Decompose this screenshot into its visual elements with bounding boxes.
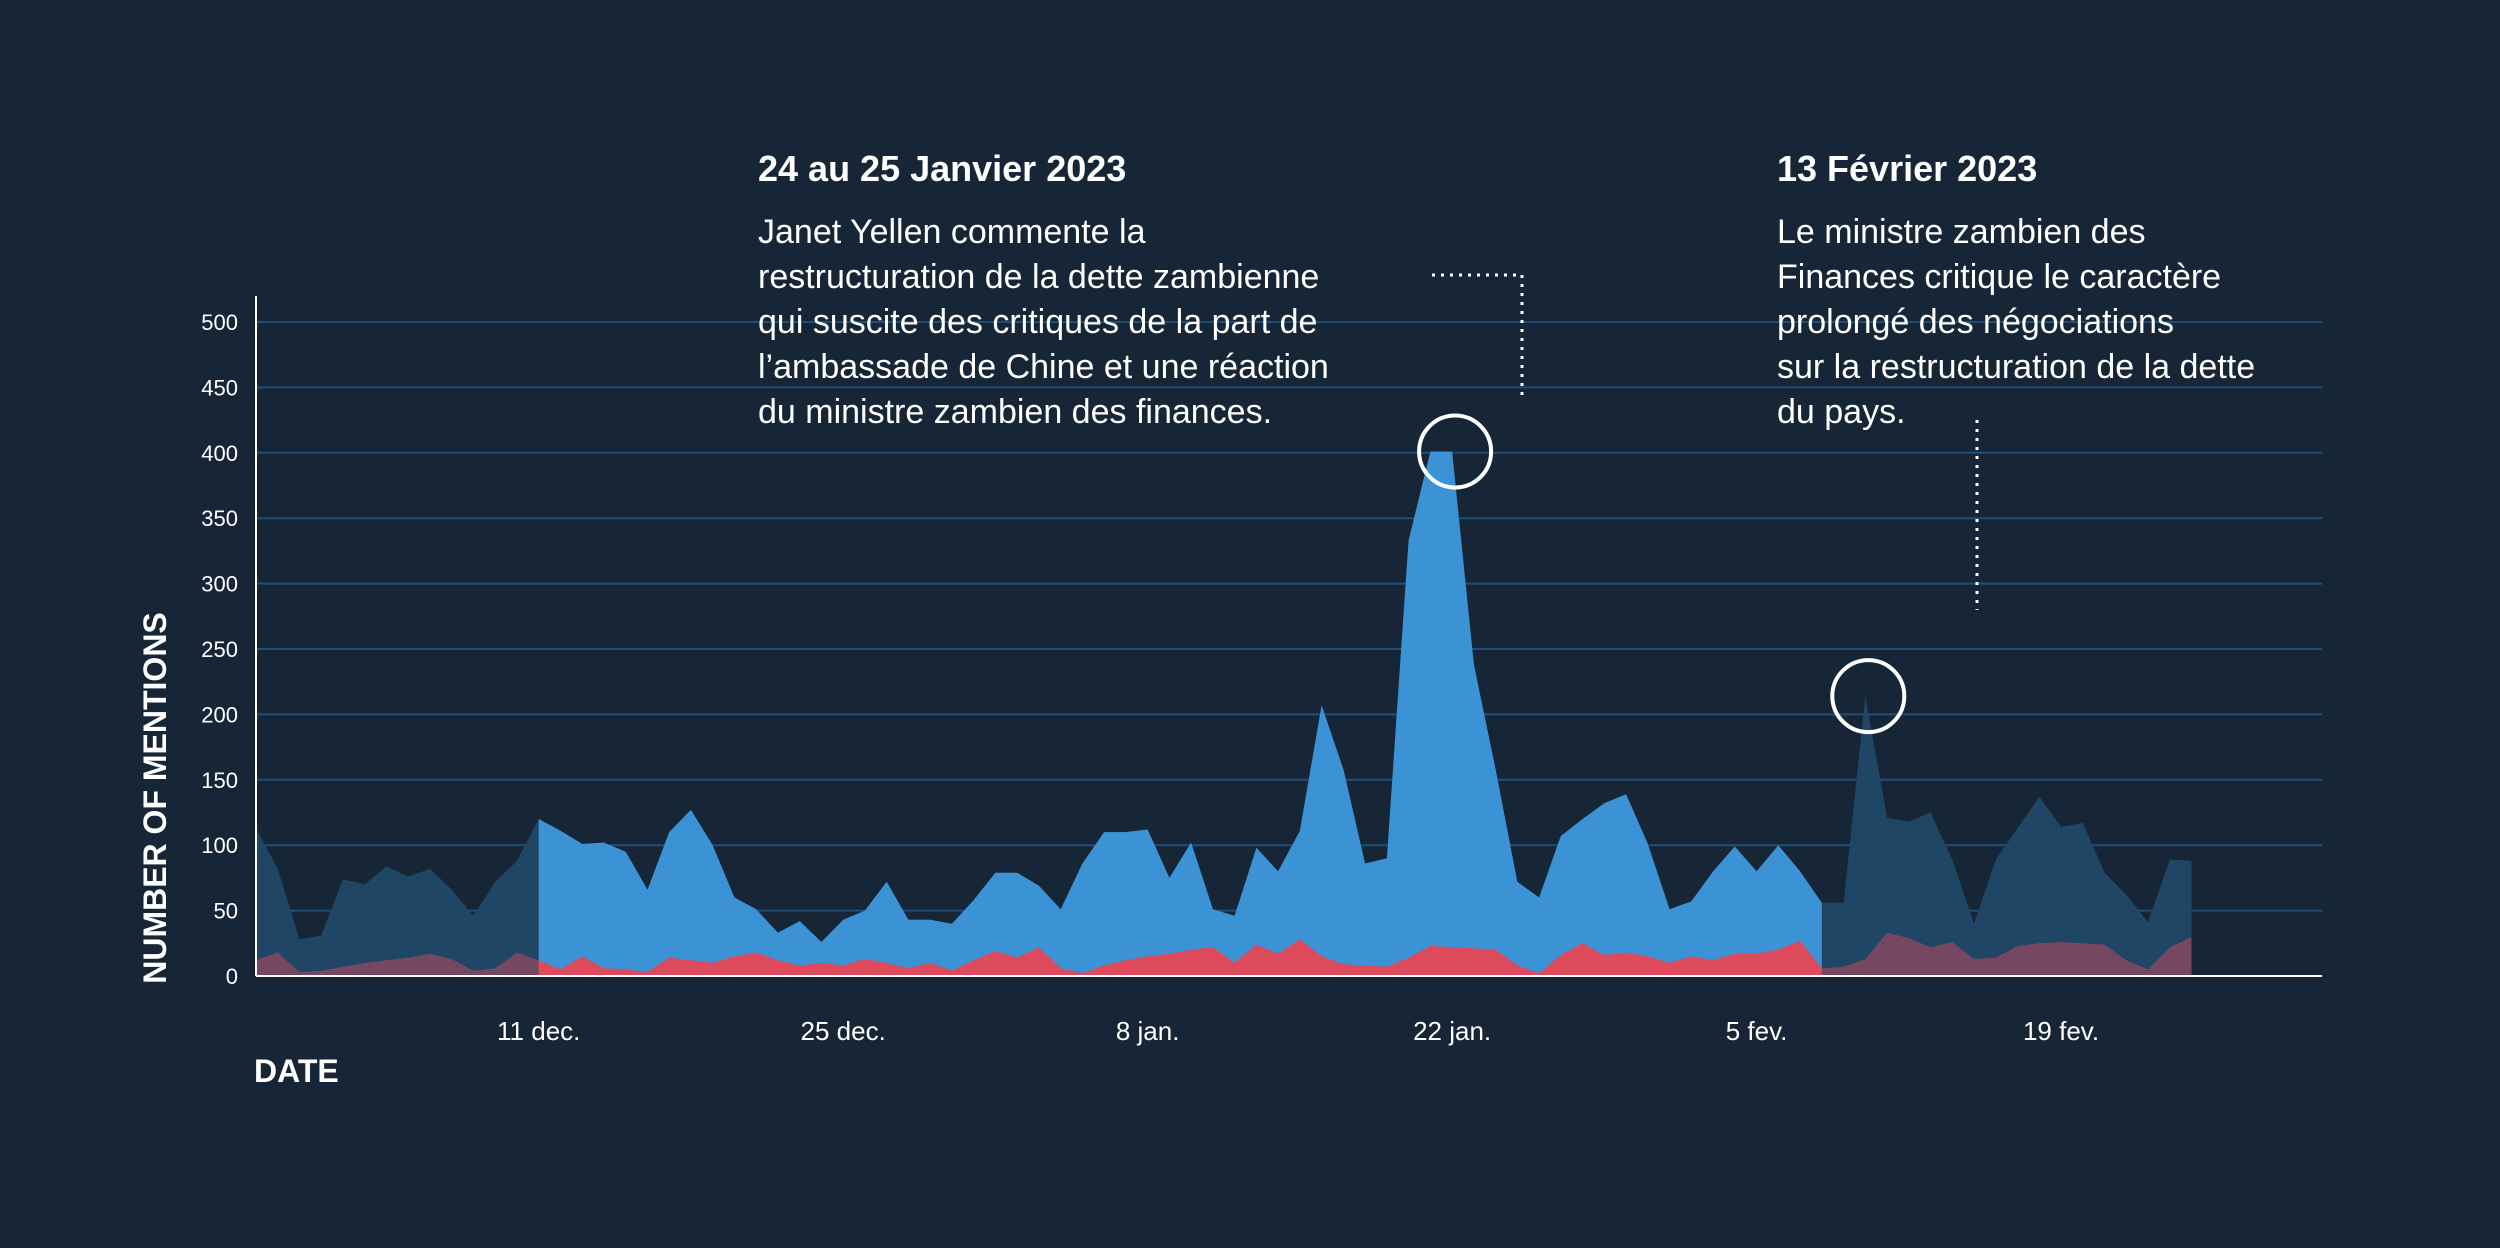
annotation-line: prolongé des négociations [1777,303,2174,341]
y-tick-label: 250 [201,637,238,662]
annotation-circle [1417,413,1494,490]
y-tick-labels: 0 50 100 150 200 250 300 350 400 450 500 [201,310,238,989]
annotation-line: restructuration de la dette zambienne [758,258,1320,296]
annotation-text-feb: Le ministre zambien des Finances critiqu… [1777,210,2255,435]
annotation-leader [1432,273,1524,400]
x-tick-label: 8 jan. [1116,1016,1180,1046]
annotation-line: Le ministre zambien des [1777,213,2146,251]
axes [255,296,2322,977]
y-tick-label: 50 [214,899,238,924]
x-tick-label: 25 dec. [801,1016,886,1046]
annotation-title-jan: 24 au 25 Janvier 2023 [758,148,1127,189]
annotation-line: sur la restructuration de la dette [1777,348,2256,386]
series-total-area [538,451,1822,976]
annotation-text-jan: Janet Yellen commente la restructuration… [758,210,1329,435]
y-tick-label: 300 [201,572,238,597]
series-red-area [538,939,1822,976]
annotation-line: qui suscite des critiques de la part de [758,303,1318,341]
annotation-line: du pays. [1777,393,1906,431]
annotation-title-feb: 13 Février 2023 [1777,148,2038,189]
y-tick-label: 500 [201,310,238,335]
x-axis-label: DATE [254,1053,339,1089]
y-tick-label: 350 [201,506,238,531]
y-axis-label: NUMBER OF MENTIONS [137,612,173,984]
area-layer [256,451,2192,976]
y-tick-label: 0 [226,964,238,989]
annotation-line: l’ambassade de Chine et une réaction [758,348,1329,386]
y-tick-label: 150 [201,768,238,793]
annotation-markers [1417,273,1979,735]
y-tick-label: 400 [201,441,238,466]
y-tick-label: 100 [201,833,238,858]
y-tick-label: 200 [201,702,238,727]
x-tick-labels: 11 dec. 25 dec. 8 jan. 22 jan. 5 fev. 19 fev. [497,1016,2099,1046]
annotation-line: Finances critique le caractère [1777,258,2222,296]
x-tick-label: 19 fev. [2023,1016,2099,1046]
annotation-line: Janet Yellen commente la [758,213,1146,251]
annotation-circle [1830,658,1907,735]
annotation-line: du ministre zambien des finances. [758,393,1273,431]
x-tick-label: 22 jan. [1413,1016,1491,1046]
series-total-area-shaded [256,451,2192,976]
x-tick-label: 11 dec. [497,1016,580,1046]
x-tick-label: 5 fev. [1726,1016,1788,1046]
y-tick-label: 450 [201,375,238,400]
